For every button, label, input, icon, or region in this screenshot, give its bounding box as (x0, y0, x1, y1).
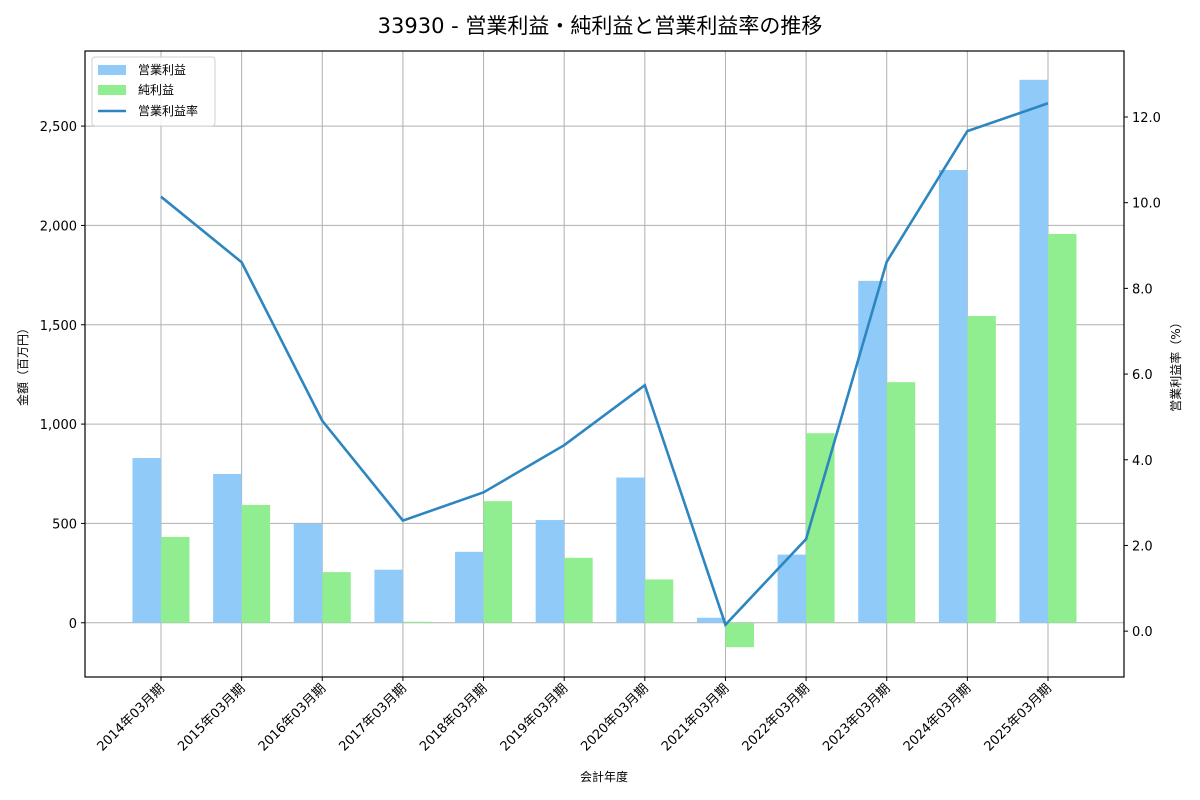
bar-series (132, 79, 1077, 648)
legend-label: 純利益 (138, 83, 174, 97)
legend-label: 営業利益 (138, 63, 186, 77)
operating-margin-line (160, 102, 1049, 628)
x-tick-label: 2018年03月期 (417, 681, 490, 754)
operating-profit-bar (374, 569, 403, 623)
plot-frame (84, 50, 1125, 678)
net-profit-bar (402, 621, 432, 623)
net-profit-bar (725, 622, 754, 648)
y-tick-label: 2,500 (40, 120, 77, 135)
operating-profit-bar (858, 280, 887, 623)
x-tick-label: 2022年03月期 (740, 681, 813, 754)
net-profit-bar (483, 501, 513, 623)
x-axis-label: 会計年度 (580, 769, 628, 784)
net-profit-bar (1048, 233, 1077, 623)
y2-axis-label: 営業利益率（%） (1168, 316, 1183, 411)
operating-profit-bar (696, 617, 726, 623)
y-tick-label: 2,000 (40, 219, 77, 234)
legend-item-operating-profit: 営業利益 (98, 63, 186, 77)
operating-profit-bar (938, 170, 968, 623)
margin-line-series (160, 102, 1049, 628)
legend-label: 営業利益率 (138, 103, 198, 118)
operating-profit-bar (535, 520, 565, 623)
x-tick-label: 2017年03月期 (336, 681, 409, 754)
net-profit-bar (564, 557, 593, 623)
net-profit-bar (161, 536, 190, 623)
y-tick-label: 1,500 (40, 319, 77, 334)
x-tick-label: 2016年03月期 (256, 681, 329, 754)
y2-tick-label: 0.0 (1132, 625, 1153, 640)
x-tick-label: 2021年03月期 (659, 681, 732, 754)
legend-item-operating-margin: 営業利益率 (98, 103, 198, 118)
x-axis: 2014年03月期 2015年03月期 2016年03月期 2017年03月期 2018… (95, 677, 1055, 755)
legend-swatch (98, 65, 126, 75)
x-tick-label: 2023年03月期 (820, 681, 893, 754)
legend-swatch (98, 85, 126, 95)
operating-profit-bar (293, 523, 323, 623)
y2-tick-label: 2.0 (1132, 539, 1153, 554)
operating-profit-bar (455, 551, 484, 623)
net-profit-bar (886, 382, 916, 623)
y-axis-label: 金額（百万円） (15, 322, 30, 406)
right-y-axis: 0.0 2.0 4.0 6.0 8.0 10.0 12.0 (1124, 111, 1161, 640)
x-tick-label: 2015年03月期 (175, 681, 248, 754)
net-profit-bar (644, 579, 674, 623)
operating-profit-bar (1019, 79, 1048, 623)
y2-tick-label: 8.0 (1132, 282, 1153, 297)
y2-tick-label: 10.0 (1132, 197, 1161, 212)
y2-tick-label: 6.0 (1132, 368, 1153, 383)
y2-tick-label: 4.0 (1132, 454, 1153, 469)
left-y-axis: 0 500 1,000 1,500 2,000 2,500 (40, 120, 85, 632)
operating-profit-bar (132, 458, 161, 623)
net-profit-bar (967, 316, 996, 623)
x-tick-label: 2019年03月期 (498, 681, 571, 754)
x-tick-label: 2024年03月期 (901, 681, 974, 754)
net-profit-bar (241, 504, 271, 623)
y-tick-label: 500 (52, 517, 77, 532)
chart-title: 33930 - 営業利益・純利益と営業利益率の推移 (377, 14, 823, 38)
net-profit-bar (322, 572, 351, 623)
net-profit-bar (806, 433, 835, 623)
x-tick-label: 2025年03月期 (982, 681, 1055, 754)
x-tick-label: 2014年03月期 (95, 681, 168, 754)
y-tick-label: 1,000 (40, 418, 77, 433)
x-tick-label: 2020年03月期 (578, 681, 651, 754)
legend-item-net-profit: 純利益 (98, 83, 174, 97)
y2-tick-label: 12.0 (1132, 111, 1161, 126)
operating-profit-bar (213, 473, 242, 623)
operating-profit-bar (616, 477, 645, 623)
y-tick-label: 0 (69, 617, 77, 632)
